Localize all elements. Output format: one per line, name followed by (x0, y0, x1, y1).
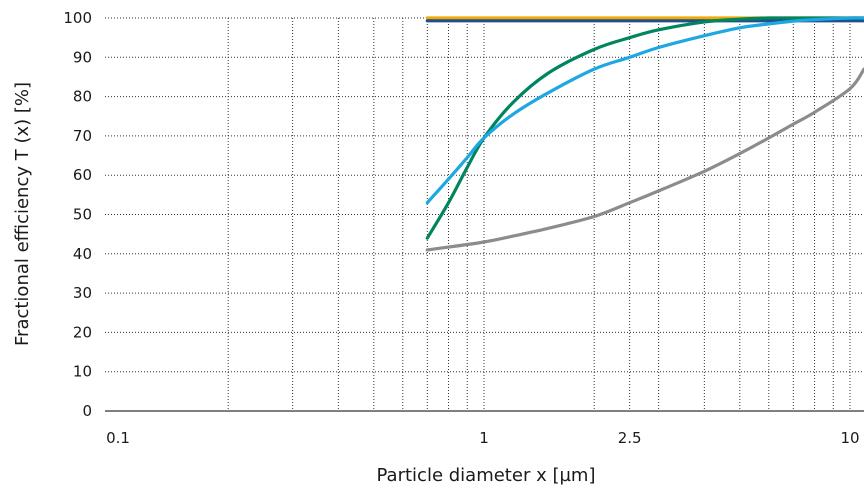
y-tick-labels: 0 10 20 30 40 50 60 70 80 90 100 (63, 9, 92, 420)
x-tick-label: 1 (479, 429, 489, 447)
y-axis-title: Fractional efficiency T (x) [%] (12, 82, 33, 346)
y-tick-label: 20 (73, 323, 92, 341)
x-tick-labels: 0.1 1 2.5 10 (106, 429, 859, 447)
series-line-5 (425, 67, 864, 252)
y-tick-label: 50 (73, 206, 92, 224)
series-lines (425, 16, 864, 252)
y-tick-label: 80 (73, 88, 92, 106)
y-tick-label: 100 (63, 9, 92, 27)
y-tick-label: 30 (73, 284, 92, 302)
x-axis-title: Particle diameter x [µm] (377, 465, 596, 486)
x-tick-label: 0.1 (106, 429, 130, 447)
y-tick-label: 40 (73, 245, 92, 263)
x-tick-label: 10 (840, 429, 859, 447)
x-tick-label: 2.5 (618, 429, 642, 447)
y-tick-label: 90 (73, 48, 92, 66)
series-line-3 (425, 16, 864, 240)
y-tick-label: 0 (82, 402, 92, 420)
y-tick-label: 60 (73, 166, 92, 184)
series-line-4 (425, 16, 864, 205)
y-tick-label: 70 (73, 127, 92, 145)
y-tick-label: 10 (73, 363, 92, 381)
grid (105, 17, 864, 411)
